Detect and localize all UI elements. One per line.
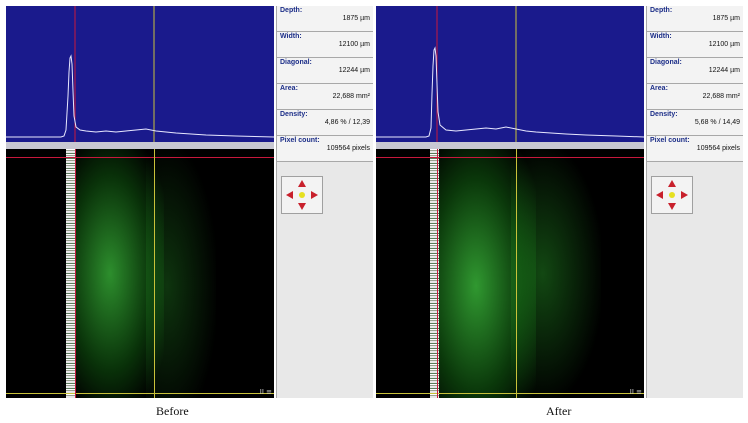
- area-label: Area:: [280, 85, 298, 92]
- diagonal-label: Diagonal:: [650, 59, 682, 66]
- measurement-sidebar: Depth: 1875 µm Width: 12100 µm Diagonal:…: [276, 6, 373, 398]
- depth-label: Depth:: [650, 7, 673, 14]
- depth-box: Depth: 1875 µm: [277, 6, 373, 32]
- width-value: 12100 µm: [708, 41, 740, 48]
- scan-image: II ≡: [376, 149, 644, 398]
- diagonal-value: 12244 µm: [708, 67, 740, 74]
- pixel-count-label: Pixel count:: [650, 137, 690, 144]
- pixel-count-box: Pixel count: 109564 pixels: [277, 136, 373, 162]
- caption-after: After: [546, 404, 572, 418]
- panel-before: II ≡ Depth: 1875 µm Width: 12100 µm Diag…: [6, 6, 373, 398]
- measurement-sidebar: Depth: 1875 µm Width: 12100 µm Diagonal:…: [646, 6, 743, 398]
- navigation-control[interactable]: [281, 176, 323, 214]
- width-label: Width:: [280, 33, 302, 40]
- pixel-count-label: Pixel count:: [280, 137, 320, 144]
- area-value: 22,688 mm²: [332, 93, 370, 100]
- diagonal-box: Diagonal: 12244 µm: [277, 58, 373, 84]
- width-box: Width: 12100 µm: [277, 32, 373, 58]
- scan-corner-indicator: II ≡: [629, 388, 642, 396]
- depth-label: Depth:: [280, 7, 303, 14]
- scan-image: II ≡: [6, 149, 274, 398]
- diagonal-value: 12244 µm: [338, 67, 370, 74]
- width-box: Width: 12100 µm: [647, 32, 743, 58]
- divider-bar: [6, 142, 274, 149]
- pixel-count-value: 109564 pixels: [696, 145, 740, 152]
- pixel-count-value: 109564 pixels: [326, 145, 370, 152]
- caption-before: Before: [156, 404, 189, 418]
- density-box: Density: 4,86 % / 12,39: [277, 110, 373, 136]
- density-label: Density:: [280, 111, 308, 118]
- density-label: Density:: [650, 111, 678, 118]
- scan-corner-indicator: II ≡: [259, 388, 272, 396]
- area-box: Area: 22,688 mm²: [647, 84, 743, 110]
- depth-profile-plot: [376, 6, 644, 142]
- navigation-arrows-icon[interactable]: [282, 177, 322, 213]
- diagonal-box: Diagonal: 12244 µm: [647, 58, 743, 84]
- diagonal-label: Diagonal:: [280, 59, 312, 66]
- depth-profile-plot: [6, 6, 274, 142]
- panel-after: II ≡ Depth: 1875 µm Width: 12100 µm Diag…: [376, 6, 743, 398]
- navigation-arrows-icon[interactable]: [652, 177, 692, 213]
- density-box: Density: 5,68 % / 14,49: [647, 110, 743, 136]
- divider-bar: [376, 142, 644, 149]
- area-label: Area:: [650, 85, 668, 92]
- width-label: Width:: [650, 33, 672, 40]
- width-value: 12100 µm: [338, 41, 370, 48]
- depth-value: 1875 µm: [342, 15, 370, 22]
- area-value: 22,688 mm²: [702, 93, 740, 100]
- area-box: Area: 22,688 mm²: [277, 84, 373, 110]
- pixel-count-box: Pixel count: 109564 pixels: [647, 136, 743, 162]
- depth-box: Depth: 1875 µm: [647, 6, 743, 32]
- navigation-control[interactable]: [651, 176, 693, 214]
- density-value: 4,86 % / 12,39: [324, 119, 370, 126]
- depth-value: 1875 µm: [712, 15, 740, 22]
- density-value: 5,68 % / 14,49: [694, 119, 740, 126]
